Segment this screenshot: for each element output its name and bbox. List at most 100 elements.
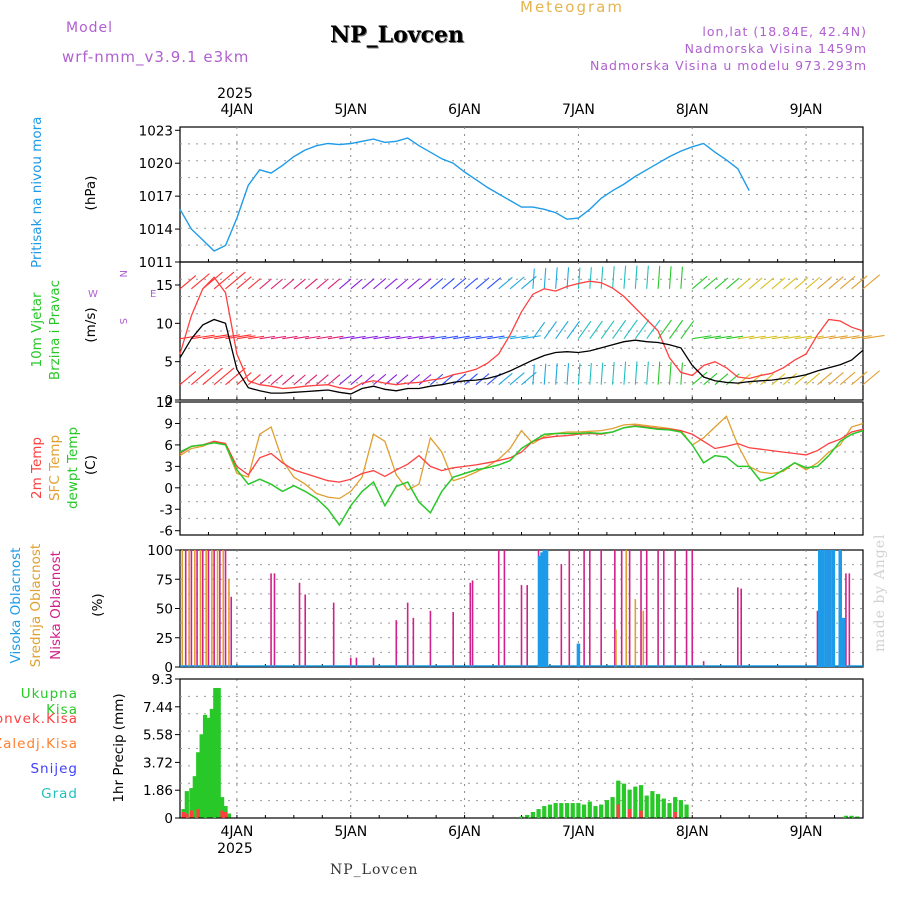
wind-arrow (247, 278, 261, 290)
wind-arrow (441, 373, 455, 386)
wind-arrow (270, 278, 283, 290)
precip-bar (564, 803, 570, 818)
precip-bar (673, 797, 678, 818)
wind-speed-line (179, 318, 864, 395)
model-label: Model (66, 20, 114, 36)
top-date-label: 8JAN (676, 102, 709, 118)
cloud-bar-niska (620, 550, 623, 667)
wind-arrow (464, 373, 478, 386)
cloud-bar-niska (452, 612, 454, 667)
wind-ytick-label: 15 (156, 278, 173, 294)
precip-bar (633, 786, 638, 818)
wind-arrow (760, 277, 774, 290)
wind-arrow (418, 278, 432, 290)
wind-arrow (202, 367, 223, 386)
wind-arrow (839, 371, 856, 386)
precip-bar (673, 812, 677, 818)
temperature-ytick-label: 12 (156, 395, 173, 411)
precip-bar (223, 812, 228, 818)
cloud-bar-niska (645, 550, 648, 667)
cloud-bar-niska (190, 550, 193, 667)
wind-arrow (589, 267, 592, 289)
wind-arrow (749, 335, 766, 340)
wind-arrow (373, 278, 387, 290)
cloud-bar-niska (662, 550, 665, 667)
cloud-bar-niska (224, 550, 227, 667)
legend-conv-rain: Konvek.Kisa (0, 711, 78, 727)
wind-arrow (566, 363, 570, 385)
wind-arrow (783, 335, 801, 340)
clouds-ytick-label: 0 (164, 660, 173, 676)
compass-s: S (117, 318, 128, 324)
wind-arrow (498, 372, 513, 386)
wind-arrow (714, 335, 732, 340)
cloud-bar-niska (628, 550, 631, 667)
wind-arrow (282, 278, 295, 290)
wind-arrow (339, 278, 352, 290)
wind-arrow (191, 273, 210, 290)
precip-ytick-label: 3.72 (143, 755, 173, 771)
wind-arrow (475, 277, 490, 290)
wind-arrow (509, 276, 525, 290)
wind-arrow (737, 277, 751, 290)
wind-arrow (304, 278, 318, 290)
wind-arrow (634, 265, 638, 289)
wind-arrow (623, 265, 627, 289)
compass-w: W (88, 289, 98, 300)
wind-arrow (543, 267, 547, 289)
cloud-bar-srednja (205, 550, 207, 667)
top-date-label: 5JAN (334, 102, 367, 118)
wind-arrow (270, 335, 287, 340)
wind-arrow (760, 373, 774, 386)
wind-arrow (486, 277, 501, 290)
wind-arrow (464, 277, 478, 290)
precip-bar (638, 785, 644, 818)
cloud-bar-srednja (222, 550, 225, 667)
wind-arrow (817, 372, 833, 386)
clouds-ytick-label: 25 (156, 631, 173, 647)
wind-arrow (794, 335, 813, 340)
wind-arrow (441, 277, 455, 290)
wind-arrow (259, 374, 272, 386)
precip-bar (196, 809, 200, 818)
wind-arrow (236, 372, 252, 386)
cloud-bar-srednja (216, 550, 219, 667)
wind-arrow (441, 335, 459, 340)
wind-arrow (669, 319, 684, 339)
wind-arrow (225, 367, 246, 386)
bottom-date-label: 9JAN (790, 824, 823, 840)
wind-arrow (395, 278, 409, 290)
clouds-ytick-label: 50 (156, 602, 173, 618)
cloud-bar-niska (372, 657, 375, 667)
wind-arrow (179, 275, 197, 290)
wind-arrow (680, 362, 683, 385)
cloud-bar-niska (503, 550, 506, 667)
cloud-bar-niska (526, 585, 528, 667)
cloud-bar-visoka (542, 550, 547, 667)
cloud-bar-visoka (544, 550, 549, 667)
cloud-bar-niska (196, 550, 198, 667)
wind-arrow (714, 373, 729, 386)
precip-bar (667, 803, 672, 818)
top-date-label: 6JAN (448, 102, 481, 118)
precip-ytick-label: 0 (164, 811, 173, 827)
wind-arrow (577, 320, 592, 339)
wind-arrow (191, 369, 210, 386)
wind-arrow (851, 335, 872, 340)
wind-arrow (293, 374, 306, 386)
cloud-bar-niska (568, 550, 571, 667)
wind-arrow (680, 320, 695, 339)
wind-arrow (828, 276, 844, 290)
precip-bar (547, 804, 553, 818)
precip-bar (530, 812, 535, 818)
precip-bar (209, 708, 214, 818)
cloud-bar-niska (429, 610, 432, 667)
wind-arrow (327, 278, 341, 290)
cloud-bar-visoka (838, 550, 842, 667)
precip-bar (849, 815, 854, 818)
wind-arrow (600, 320, 615, 339)
wind-arrow (760, 335, 778, 340)
temperature-ytick-label: 3 (164, 459, 173, 475)
wind-arrow (566, 320, 581, 339)
altitude-label: Nadmorska Visina 1459m (684, 41, 867, 56)
